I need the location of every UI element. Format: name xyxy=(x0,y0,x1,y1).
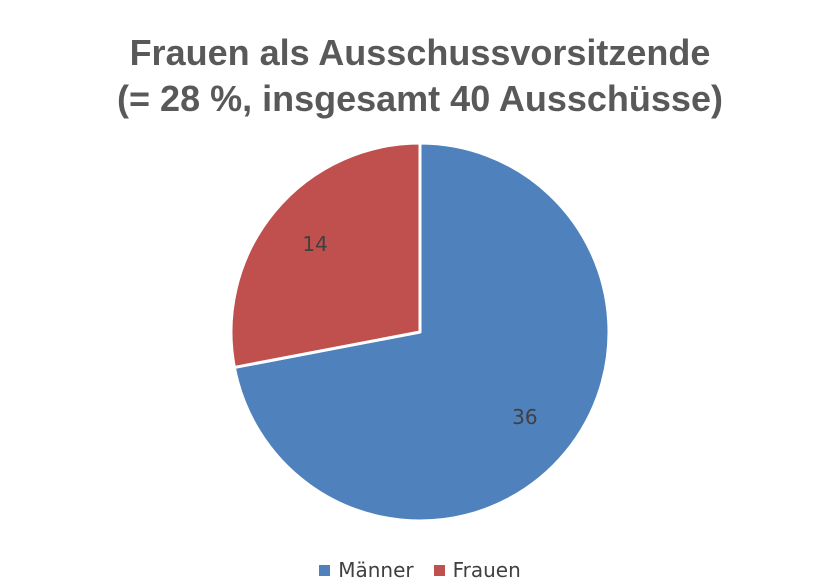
pie-slice-m-nner xyxy=(232,141,611,523)
legend-label-frauen: Frauen xyxy=(452,558,521,582)
pie-slice-frauen xyxy=(229,141,422,369)
data-label-frauen: 14 xyxy=(302,232,327,256)
legend-item-frauen: Frauen xyxy=(433,558,521,582)
legend-item-maenner: Männer xyxy=(319,558,414,582)
legend-swatch-frauen xyxy=(433,564,445,576)
data-label-m-nner: 36 xyxy=(512,405,537,429)
legend-swatch-maenner xyxy=(319,564,331,576)
chart-title: Frauen als Ausschussvorsitzende (= 28 %,… xyxy=(0,30,840,122)
chart-title-line-2: (= 28 %, insgesamt 40 Ausschüsse) xyxy=(117,78,723,119)
chart-title-line-1: Frauen als Ausschussvorsitzende xyxy=(129,32,711,73)
legend-label-maenner: Männer xyxy=(338,558,414,582)
chart-legend: Männer Frauen xyxy=(0,556,840,584)
